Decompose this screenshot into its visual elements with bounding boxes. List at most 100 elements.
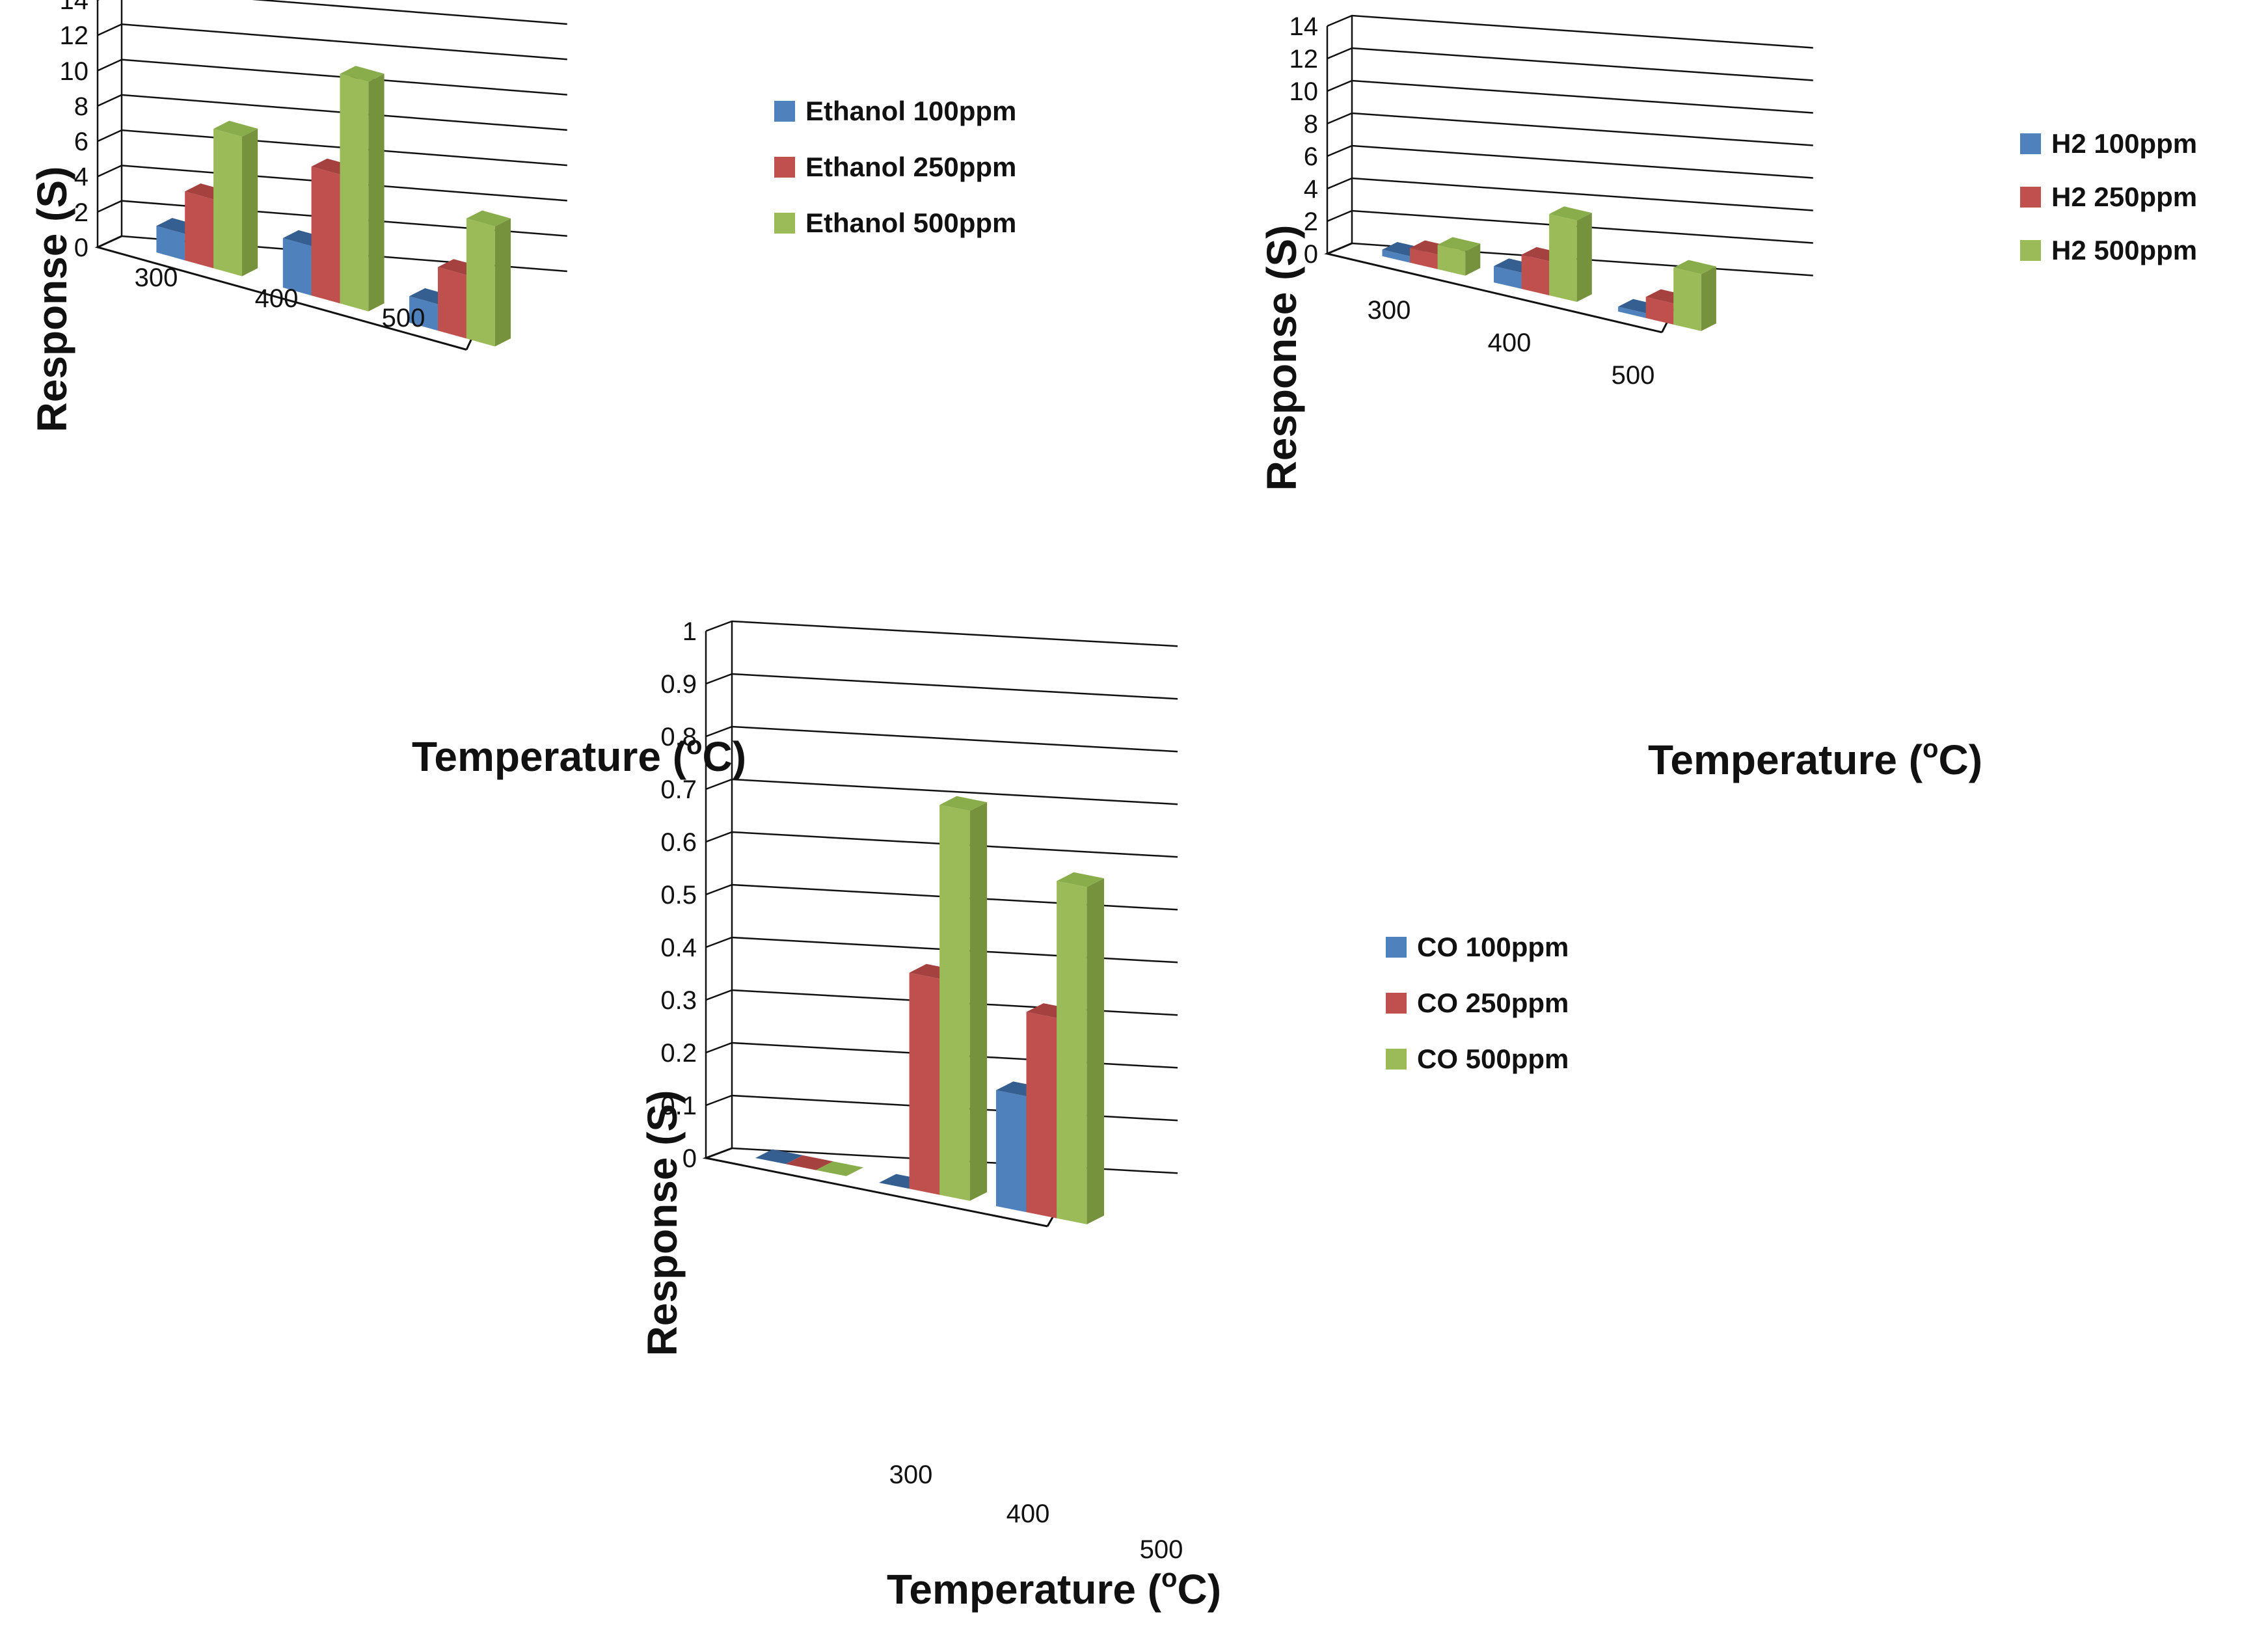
h2-legend-swatch — [2020, 187, 2041, 208]
h2-bar-500-1-front — [1645, 297, 1674, 325]
ethanol-gridline — [97, 59, 567, 96]
h2-y-tick-label: 0 — [1304, 240, 1318, 269]
co-legend-label: CO 250ppm — [1417, 988, 1569, 1018]
h2-x-tick-label: 300 — [1368, 296, 1411, 325]
h2-y-tick-label: 6 — [1304, 142, 1318, 171]
h2-legend-label: H2 500ppm — [2051, 235, 2197, 265]
ethanol-bar-500-2-side — [494, 218, 511, 347]
ethanol-y-tick-label: 10 — [60, 57, 89, 86]
ethanol-y-axis: 0 2 4 6 8 10 12 14 — [60, 0, 123, 262]
ethanol-y-tick-label: 12 — [60, 21, 89, 50]
h2-y-tick-label: 2 — [1304, 208, 1318, 236]
ethanol-gridline — [98, 0, 567, 25]
co-bar-500-0-front — [996, 1090, 1027, 1213]
h2-x-tick-label: 400 — [1488, 329, 1532, 357]
co-bar-300-2-top — [816, 1161, 864, 1176]
h2-y-tick-label: 4 — [1304, 175, 1318, 204]
h2-bar-300-1-front — [1410, 248, 1438, 269]
ethanol-legend-swatch — [774, 213, 795, 234]
h2-bar-500-2-front — [1673, 267, 1701, 331]
co-y-axis-title: Response (S) — [639, 1090, 686, 1356]
h2-bar-400-1-front — [1521, 254, 1550, 295]
h2-y-tick-label: 12 — [1289, 45, 1319, 74]
ethanol-bar-400-2-side — [368, 74, 385, 312]
ethanol-bar-300-2-front — [213, 129, 242, 276]
co-chart: 00.10.20.30.40.50.60.70.80.91 300400500 … — [639, 617, 1569, 1613]
co-bar-400-2-top — [939, 796, 988, 811]
co-bar-500-1-front — [1026, 1012, 1057, 1218]
ethanol-legend-label: Ethanol 100ppm — [805, 96, 1016, 126]
co-chart-panel: 0 0.1 0.2 0.3 0.4 0.5 0.6 0.7 0.8 0.9 1 300 400 500 … — [638, 617, 1705, 1620]
co-y-tick-label: 0 — [682, 1144, 697, 1173]
h2-x-tick-label: 500 — [1612, 361, 1655, 390]
h2-x-axis: 300 400 500 — [1368, 296, 1655, 390]
co-x-tick-label: 500 — [1140, 1535, 1183, 1564]
co-legend-swatch — [1386, 1049, 1407, 1070]
ethanol-x-axis-title: Temperature (oC) — [412, 731, 746, 780]
co-y-tick-label: 0.1 — [660, 1092, 697, 1120]
ethanol-bars — [156, 66, 511, 347]
co-legend: CO 100ppm CO 250ppm CO 500ppm — [1386, 932, 1569, 1074]
h2-legend: H2 100ppm H2 250ppm H2 500ppm — [2020, 128, 2197, 265]
ethanol-bar-500-2-top — [466, 210, 511, 226]
h2-bar-300-0-front — [1382, 249, 1411, 263]
co-bar-400-2-side — [969, 802, 988, 1201]
ethanol-legend: Ethanol 100ppm Ethanol 250ppm Ethanol 500p… — [774, 96, 1016, 238]
co-y-tick-label: 0.7 — [660, 775, 697, 804]
h2-legend-swatch — [2020, 133, 2041, 154]
h2-bar-400-0-front — [1494, 266, 1522, 289]
ethanol-y-tick-label: 8 — [74, 92, 88, 121]
co-x-axis-title: Temperature (oC) — [887, 1564, 1221, 1613]
co-legend-swatch — [1386, 937, 1407, 958]
ethanol-bar-500-1-front — [438, 267, 466, 339]
co-y-tick-label: 0.3 — [660, 986, 697, 1015]
ethanol-bar-300-2-side — [242, 128, 258, 276]
h2-legend-label: H2 250ppm — [2051, 182, 2197, 212]
h2-bar-300-2-side — [1465, 243, 1481, 276]
h2-x-axis-title: Temperature (oC) — [1648, 734, 1982, 783]
h2-gridline — [1327, 79, 1813, 114]
h2-chart: 0 2 4 6 8 10 12 14 300 400 500 H2 100ppm H2 250ppm… — [1258, 12, 2197, 783]
co-bar-500-2-top — [1057, 872, 1104, 887]
ethanol-x-tick-label: 400 — [255, 284, 299, 313]
co-y-axis: 0 0.1 0.2 0.3 0.4 0.5 0.6 0.7 0.8 0.9 1 — [660, 617, 733, 1173]
ethanol-x-tick-label: 300 — [135, 263, 178, 292]
ethanol-x-tick-label: 500 — [382, 304, 425, 332]
h2-bar-300-2-top — [1437, 237, 1481, 252]
co-y-tick-label: 1 — [682, 617, 697, 646]
ethanol-bar-300-1-front — [185, 191, 214, 269]
ethanol-legend-swatch — [774, 157, 795, 178]
co-bar-400-2-front — [939, 805, 970, 1201]
co-bar-300-1-top — [785, 1155, 833, 1170]
h2-bar-300-2-front — [1437, 245, 1466, 276]
co-y-tick-label: 0.2 — [660, 1039, 697, 1068]
h2-legend-label: H2 100ppm — [2051, 128, 2197, 159]
co-legend-swatch — [1386, 993, 1407, 1014]
ethanol-bar-300-2-top — [213, 120, 258, 137]
h2-gridline — [1327, 112, 1813, 146]
h2-bar-400-2-top — [1549, 206, 1592, 221]
co-bar-500-2-side — [1087, 878, 1104, 1224]
co-legend-label: CO 100ppm — [1417, 932, 1569, 962]
ethanol-y-tick-label: 0 — [74, 234, 88, 262]
h2-gridline — [1327, 177, 1813, 211]
co-bar-500-2-front — [1057, 881, 1087, 1224]
h2-bar-400-2-front — [1549, 214, 1577, 302]
ethanol-gridline — [97, 94, 567, 131]
co-x-tick-label: 400 — [1006, 1500, 1050, 1528]
ethanol-y-axis-title: Response (S) — [29, 167, 75, 433]
ethanol-legend-label: Ethanol 500ppm — [805, 208, 1016, 238]
ethanol-bar-500-0-front — [409, 296, 438, 331]
co-legend-label: CO 500ppm — [1417, 1043, 1569, 1074]
h2-bar-500-2-side — [1701, 266, 1716, 331]
h2-y-tick-label: 8 — [1304, 110, 1318, 139]
ethanol-bar-400-0-front — [282, 238, 312, 296]
ethanol-x-axis: 300 400 500 — [135, 263, 425, 332]
ethanol-y-tick-label: 4 — [74, 163, 88, 191]
h2-y-tick-label: 14 — [1289, 12, 1319, 41]
h2-gridline — [1327, 14, 1813, 49]
ethanol-legend-swatch — [774, 101, 795, 122]
ethanol-chart-panel: 0 2 4 6 8 10 12 14 300 400 500 Ethanol 100ppm Etha… — [26, 0, 1067, 781]
ethanol-bar-400-2-top — [340, 66, 385, 82]
